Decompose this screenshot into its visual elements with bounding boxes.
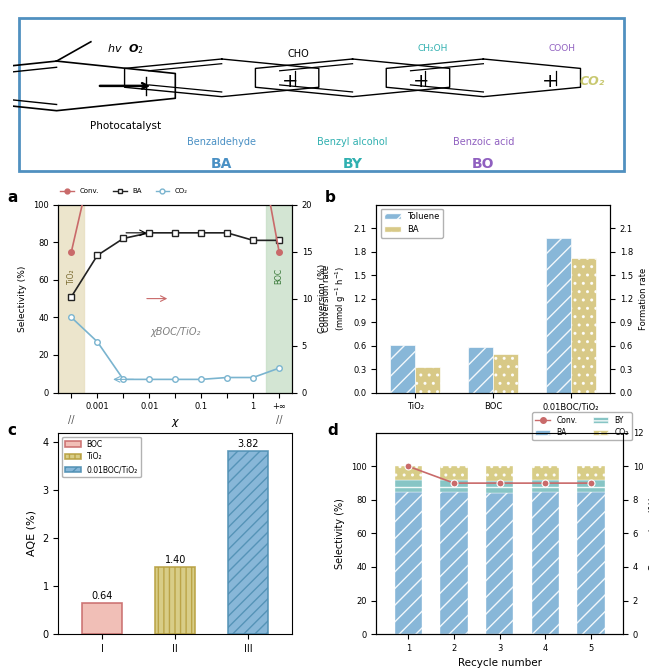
Bar bbox=[532, 491, 559, 634]
Text: +: + bbox=[282, 72, 299, 91]
Text: a: a bbox=[7, 190, 18, 205]
Bar bbox=[546, 238, 571, 393]
Text: //: // bbox=[68, 415, 75, 425]
X-axis label: Recycle number: Recycle number bbox=[458, 658, 542, 668]
Text: BY: BY bbox=[343, 157, 363, 171]
Text: χBOC/TiO₂: χBOC/TiO₂ bbox=[150, 327, 201, 338]
Y-axis label: Selectivity (%): Selectivity (%) bbox=[336, 498, 345, 569]
Legend: Toluene, BA: Toluene, BA bbox=[380, 209, 443, 238]
Text: BO: BO bbox=[472, 157, 495, 171]
Bar bbox=[486, 493, 513, 634]
Text: c: c bbox=[7, 423, 16, 437]
Text: TiO₂: TiO₂ bbox=[67, 268, 76, 284]
Bar bbox=[395, 480, 422, 491]
Bar bbox=[266, 205, 292, 393]
Bar bbox=[228, 451, 268, 634]
Text: Benzaldehyde: Benzaldehyde bbox=[187, 138, 256, 147]
Bar bbox=[532, 480, 559, 491]
Bar bbox=[155, 567, 195, 634]
Bar bbox=[486, 482, 513, 493]
Text: +: + bbox=[413, 72, 430, 91]
Y-axis label: Conversion rate
(mmol g$^{-1}$ h$^{-1}$): Conversion rate (mmol g$^{-1}$ h$^{-1}$) bbox=[323, 265, 348, 332]
Text: $hv$  O$_2$: $hv$ O$_2$ bbox=[106, 42, 143, 56]
Bar bbox=[578, 466, 605, 480]
Bar bbox=[486, 466, 513, 482]
Bar bbox=[395, 466, 422, 480]
Text: BOC: BOC bbox=[275, 268, 284, 284]
Bar bbox=[532, 466, 559, 480]
Y-axis label: Selectivity (%): Selectivity (%) bbox=[18, 266, 27, 331]
Bar bbox=[441, 466, 468, 480]
Text: Benzyl alcohol: Benzyl alcohol bbox=[317, 138, 388, 147]
Legend: BOC, TiO₂, 0.01BOC/TiO₂: BOC, TiO₂, 0.01BOC/TiO₂ bbox=[62, 437, 141, 477]
Bar bbox=[469, 347, 493, 393]
Text: BA: BA bbox=[211, 157, 232, 171]
Bar bbox=[415, 368, 440, 393]
Text: 1.40: 1.40 bbox=[165, 555, 186, 564]
Bar bbox=[493, 354, 518, 393]
Bar bbox=[391, 345, 415, 393]
Bar bbox=[395, 491, 422, 634]
Text: Benzoic acid: Benzoic acid bbox=[453, 138, 514, 147]
Bar bbox=[571, 258, 596, 393]
Legend: Conv., BA, BY, CO₂: Conv., BA, BY, CO₂ bbox=[532, 413, 631, 440]
Bar bbox=[441, 491, 468, 634]
Text: //: // bbox=[276, 415, 282, 425]
Text: 0.64: 0.64 bbox=[92, 591, 113, 601]
Y-axis label: Formation rate
(mmol g$^{-1}$ h$^{-1}$): Formation rate (mmol g$^{-1}$ h$^{-1}$) bbox=[639, 266, 649, 331]
Text: +: + bbox=[542, 72, 558, 91]
Y-axis label: Conversion (%): Conversion (%) bbox=[318, 264, 327, 333]
Legend: Conv., BA, CO₂: Conv., BA, CO₂ bbox=[57, 186, 191, 197]
Bar bbox=[441, 480, 468, 491]
Bar bbox=[578, 480, 605, 491]
Y-axis label: AQE (%): AQE (%) bbox=[27, 511, 37, 556]
X-axis label: χ: χ bbox=[172, 417, 178, 427]
Text: d: d bbox=[327, 423, 338, 437]
Text: 3.82: 3.82 bbox=[238, 439, 259, 449]
Bar bbox=[58, 205, 84, 393]
Text: CHO: CHO bbox=[287, 49, 309, 58]
Text: CO₂: CO₂ bbox=[580, 74, 605, 87]
Text: COOH: COOH bbox=[549, 44, 576, 54]
Text: b: b bbox=[325, 190, 336, 205]
Bar bbox=[82, 603, 122, 634]
Bar bbox=[578, 491, 605, 634]
Text: CH₂OH: CH₂OH bbox=[418, 44, 448, 54]
Text: Photocatalyst: Photocatalyst bbox=[90, 121, 161, 131]
